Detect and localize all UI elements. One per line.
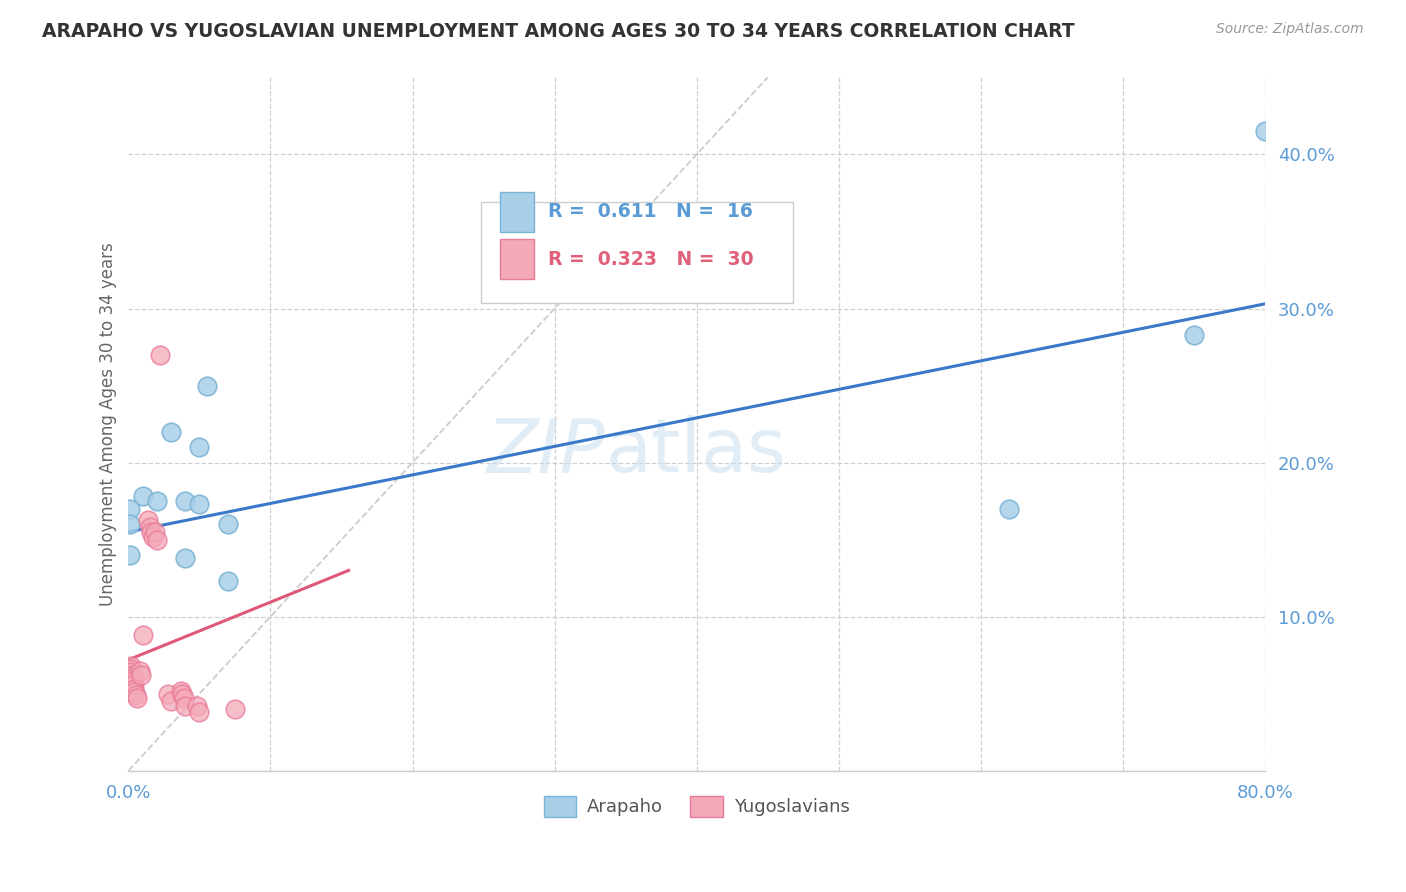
- Point: [120, 665, 142, 679]
- Point: [157, 687, 180, 701]
- Point: [124, 688, 146, 702]
- Point: [128, 664, 150, 678]
- Point: [224, 702, 246, 716]
- Point: [120, 662, 142, 676]
- Legend: Arapaho, Yugoslavians: Arapaho, Yugoslavians: [537, 789, 856, 824]
- Point: [141, 524, 163, 539]
- Point: [129, 668, 152, 682]
- Point: [121, 668, 143, 682]
- Point: [118, 548, 141, 562]
- Point: [122, 685, 145, 699]
- Point: [1253, 124, 1275, 138]
- Point: [118, 517, 141, 532]
- Point: [142, 529, 165, 543]
- Point: [173, 691, 195, 706]
- Point: [122, 677, 145, 691]
- Text: Source: ZipAtlas.com: Source: ZipAtlas.com: [1216, 22, 1364, 37]
- Point: [149, 348, 172, 362]
- Text: R =  0.323   N =  30: R = 0.323 N = 30: [548, 250, 754, 268]
- FancyBboxPatch shape: [481, 202, 793, 302]
- Bar: [501, 192, 534, 232]
- Point: [174, 494, 197, 508]
- Point: [998, 501, 1021, 516]
- Point: [188, 705, 211, 719]
- Point: [125, 691, 148, 706]
- Point: [172, 687, 194, 701]
- Point: [120, 659, 142, 673]
- Point: [217, 574, 239, 589]
- Bar: [501, 239, 534, 279]
- Point: [195, 378, 218, 392]
- Point: [121, 671, 143, 685]
- Point: [139, 520, 162, 534]
- Y-axis label: Unemployment Among Ages 30 to 34 years: Unemployment Among Ages 30 to 34 years: [100, 243, 117, 606]
- Text: ZIP: ZIP: [486, 416, 606, 488]
- Point: [174, 551, 197, 566]
- Point: [170, 683, 193, 698]
- Point: [186, 698, 208, 713]
- Text: R =  0.611   N =  16: R = 0.611 N = 16: [548, 202, 752, 221]
- Point: [131, 628, 153, 642]
- Text: ARAPAHO VS YUGOSLAVIAN UNEMPLOYMENT AMONG AGES 30 TO 34 YEARS CORRELATION CHART: ARAPAHO VS YUGOSLAVIAN UNEMPLOYMENT AMON…: [42, 22, 1074, 41]
- Point: [160, 694, 183, 708]
- Point: [145, 524, 167, 539]
- Point: [188, 497, 211, 511]
- Point: [174, 698, 197, 713]
- Point: [146, 533, 169, 547]
- Point: [122, 681, 145, 696]
- Point: [121, 674, 143, 689]
- Point: [118, 501, 141, 516]
- Point: [131, 490, 153, 504]
- Point: [217, 517, 239, 532]
- Point: [138, 512, 160, 526]
- Point: [188, 440, 211, 454]
- Point: [160, 425, 183, 439]
- Point: [1182, 327, 1205, 342]
- Point: [146, 494, 169, 508]
- Text: atlas: atlas: [606, 416, 787, 488]
